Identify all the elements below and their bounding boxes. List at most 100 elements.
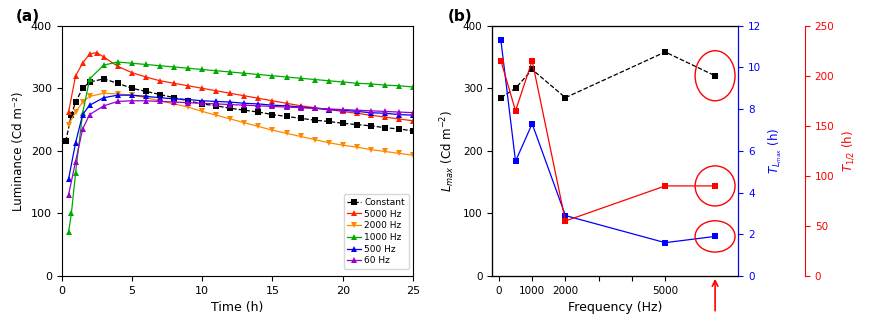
5000 Hz xyxy=(211,89,221,93)
60 Hz xyxy=(337,108,348,111)
1000 Hz xyxy=(98,63,109,67)
Y-axis label: $T_{1/2}$ (h): $T_{1/2}$ (h) xyxy=(839,130,855,172)
Constant xyxy=(351,123,362,126)
5000 Hz xyxy=(337,109,348,113)
500 Hz xyxy=(98,96,109,100)
2000 Hz xyxy=(140,96,151,100)
Constant xyxy=(126,86,137,90)
2000 Hz xyxy=(323,141,334,145)
1000 Hz xyxy=(197,68,207,72)
1000 Hz xyxy=(393,84,404,88)
60 Hz xyxy=(281,105,291,109)
Constant xyxy=(98,77,109,81)
500 Hz xyxy=(337,108,348,112)
2000 Hz xyxy=(70,110,81,114)
1000 Hz xyxy=(155,64,165,68)
1000 Hz xyxy=(337,80,348,84)
Constant xyxy=(225,106,235,110)
1000 Hz xyxy=(77,111,88,115)
500 Hz xyxy=(351,109,362,113)
Legend: Constant, 5000 Hz, 2000 Hz, 1000 Hz, 500 Hz, 60 Hz: Constant, 5000 Hz, 2000 Hz, 1000 Hz, 500… xyxy=(343,194,408,269)
Constant xyxy=(365,124,376,128)
2000 Hz xyxy=(253,125,263,128)
Constant xyxy=(211,104,221,108)
5000 Hz xyxy=(77,61,88,65)
Constant xyxy=(61,140,71,143)
1000 Hz xyxy=(323,79,334,83)
1000 Hz xyxy=(211,69,221,73)
Text: (a): (a) xyxy=(16,9,40,24)
Line: 2000 Hz: 2000 Hz xyxy=(65,90,416,158)
2000 Hz xyxy=(393,152,404,155)
500 Hz xyxy=(140,94,151,98)
60 Hz xyxy=(267,105,277,108)
500 Hz xyxy=(225,100,235,104)
5000 Hz xyxy=(267,99,277,103)
2000 Hz xyxy=(211,113,221,117)
Constant xyxy=(84,80,95,84)
1000 Hz xyxy=(169,65,179,69)
2000 Hz xyxy=(126,93,137,97)
Line: 5000 Hz: 5000 Hz xyxy=(65,49,416,124)
5000 Hz xyxy=(98,55,109,59)
Line: 1000 Hz: 1000 Hz xyxy=(65,59,416,235)
5000 Hz xyxy=(70,74,81,78)
1000 Hz xyxy=(126,61,137,65)
5000 Hz xyxy=(63,110,74,114)
Constant xyxy=(66,113,76,117)
2000 Hz xyxy=(309,138,320,142)
60 Hz xyxy=(63,193,74,196)
60 Hz xyxy=(365,109,376,113)
Constant xyxy=(197,102,207,106)
1000 Hz xyxy=(225,70,235,74)
2000 Hz xyxy=(337,143,348,147)
2000 Hz xyxy=(267,128,277,132)
5000 Hz xyxy=(281,101,291,105)
Constant xyxy=(70,100,81,104)
500 Hz xyxy=(253,102,263,106)
1000 Hz xyxy=(295,76,306,80)
60 Hz xyxy=(126,99,137,103)
Constant xyxy=(183,99,193,103)
Text: (b): (b) xyxy=(448,9,472,24)
X-axis label: Time (h): Time (h) xyxy=(211,301,263,314)
60 Hz xyxy=(169,100,179,104)
5000 Hz xyxy=(91,51,102,55)
2000 Hz xyxy=(239,121,249,125)
5000 Hz xyxy=(197,86,207,90)
5000 Hz xyxy=(253,96,263,100)
5000 Hz xyxy=(112,65,123,68)
1000 Hz xyxy=(66,212,76,215)
500 Hz xyxy=(63,177,74,181)
500 Hz xyxy=(365,111,376,115)
1000 Hz xyxy=(183,66,193,70)
1000 Hz xyxy=(84,77,95,81)
5000 Hz xyxy=(155,79,165,83)
2000 Hz xyxy=(169,102,179,106)
500 Hz xyxy=(70,141,81,145)
2000 Hz xyxy=(77,100,88,104)
2000 Hz xyxy=(112,92,123,96)
Constant xyxy=(267,113,277,117)
2000 Hz xyxy=(407,153,418,157)
500 Hz xyxy=(126,93,137,97)
5000 Hz xyxy=(323,108,334,111)
60 Hz xyxy=(407,111,418,115)
5000 Hz xyxy=(393,117,404,121)
Constant xyxy=(169,96,179,100)
1000 Hz xyxy=(112,60,123,64)
Constant xyxy=(281,115,291,118)
500 Hz xyxy=(393,113,404,117)
60 Hz xyxy=(140,99,151,103)
Constant xyxy=(77,86,88,90)
Constant xyxy=(309,118,320,122)
1000 Hz xyxy=(379,83,390,87)
5000 Hz xyxy=(351,111,362,115)
Line: 60 Hz: 60 Hz xyxy=(65,98,416,198)
500 Hz xyxy=(407,113,418,117)
5000 Hz xyxy=(225,91,235,95)
500 Hz xyxy=(267,103,277,107)
500 Hz xyxy=(183,98,193,101)
2000 Hz xyxy=(351,145,362,149)
500 Hz xyxy=(295,105,306,109)
